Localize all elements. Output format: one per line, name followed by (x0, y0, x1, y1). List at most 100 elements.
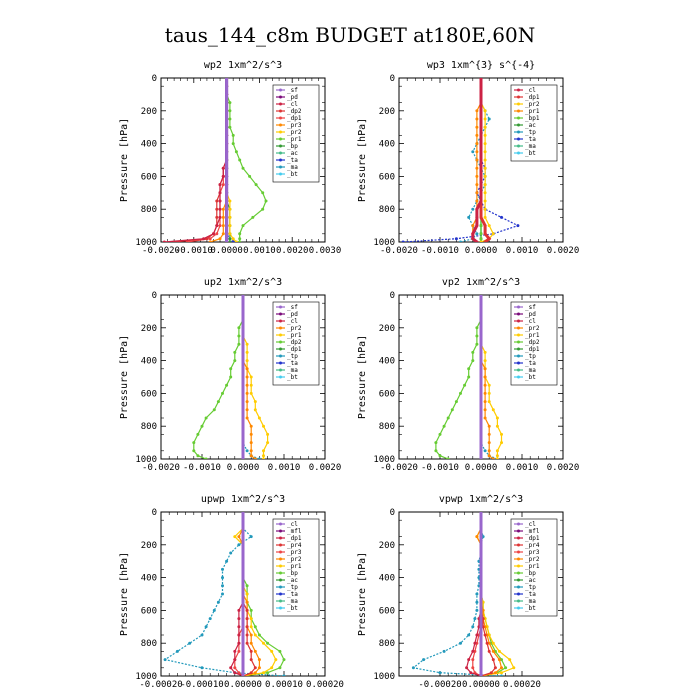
panel-5: upwp 1xm^2/s^3 0 200 400 600 800 1000-0.00020-… (119, 494, 344, 690)
data-point (475, 191, 479, 195)
data-point (261, 191, 265, 195)
y-tick-label: 1000 (135, 238, 157, 248)
y-tick-label: 1000 (135, 672, 157, 682)
data-point (487, 424, 491, 428)
data-point (487, 383, 491, 387)
legend-label: _ma (287, 367, 298, 374)
data-point (215, 224, 219, 228)
data-point (237, 342, 241, 346)
data-point (238, 158, 242, 162)
legend-label: _bt (287, 374, 298, 381)
data-point (266, 641, 270, 645)
y-tick-label: 0 (152, 74, 157, 84)
data-point (225, 207, 229, 211)
data-point (241, 457, 245, 459)
data-point (228, 117, 232, 121)
data-point (257, 666, 261, 670)
legend-label: _pd (287, 311, 298, 318)
data-point (504, 666, 508, 670)
y-tick-label: 800 (141, 422, 157, 432)
data-point (241, 608, 245, 612)
data-point (208, 240, 212, 242)
data-point (473, 617, 477, 621)
legend-marker (517, 130, 520, 134)
data-point (228, 101, 232, 105)
data-point (479, 633, 483, 637)
data-point (471, 666, 475, 670)
data-point (241, 383, 245, 387)
data-point (241, 512, 245, 514)
legend-marker (279, 326, 282, 330)
data-point (475, 633, 479, 637)
data-point (479, 592, 483, 596)
legend-label: _pr1 (525, 332, 540, 339)
data-point (225, 92, 229, 96)
data-point (479, 400, 483, 404)
data-point (475, 240, 479, 242)
x-tick-label: -0.0020 (380, 463, 418, 473)
data-point (467, 633, 471, 637)
data-point (282, 674, 286, 676)
legend-label: _ta (287, 360, 298, 367)
y-tick-label: 400 (141, 574, 157, 584)
data-point (483, 416, 487, 420)
panel-title: upwp 1xm^2/s^3 (201, 494, 285, 505)
data-point (218, 224, 222, 228)
legend-label: _pr1 (525, 108, 540, 115)
legend-label: _tp (525, 129, 536, 136)
data-point (245, 375, 249, 379)
data-point (479, 551, 483, 555)
x-tick-label: -0.0020 (380, 246, 418, 256)
data-point (241, 359, 245, 363)
x-tick-label: 0.00000 (462, 680, 500, 690)
data-point (479, 608, 483, 612)
data-point (257, 633, 261, 637)
data-point (241, 576, 245, 580)
data-point (245, 584, 249, 588)
data-point (249, 649, 253, 653)
legend-marker (517, 578, 520, 582)
panel-title: wp2 1xm^2/s^3 (204, 60, 282, 71)
data-point (241, 375, 245, 379)
data-point (434, 449, 438, 453)
data-point (212, 232, 215, 236)
data-point (487, 117, 491, 121)
data-point (500, 215, 503, 219)
data-point (225, 84, 229, 88)
panel-title: vp2 1xm^2/s^3 (442, 277, 520, 288)
data-point (487, 449, 491, 453)
data-point (208, 617, 212, 621)
data-point (475, 334, 479, 338)
data-point (241, 567, 245, 571)
legend-marker (279, 522, 282, 526)
data-point (245, 367, 249, 371)
legend-label: _bp (287, 570, 298, 577)
y-axis-label: Pressure [hPa] (357, 335, 368, 419)
data-point (228, 232, 232, 236)
data-point (459, 641, 462, 645)
legend-marker (279, 543, 282, 547)
data-point (231, 240, 235, 242)
data-point (479, 215, 483, 219)
data-point (479, 441, 483, 445)
data-point (500, 671, 503, 675)
legend-label: _pr1 (525, 563, 540, 570)
data-point (401, 240, 405, 242)
x-tick-label: 0.0010 (506, 463, 539, 473)
legend-label: _ma (287, 164, 298, 171)
data-point (253, 625, 257, 629)
data-point (483, 117, 487, 121)
series-line-pr1 (226, 78, 267, 242)
data-point (479, 559, 483, 563)
data-point (262, 454, 265, 458)
legend-marker (279, 109, 282, 113)
data-point (196, 432, 200, 436)
data-point (479, 158, 483, 162)
data-point (454, 400, 458, 404)
data-point (497, 649, 501, 653)
data-point (500, 674, 503, 676)
series-line-cl (471, 78, 483, 242)
y-tick-label: 800 (379, 205, 395, 215)
data-point (411, 666, 415, 670)
